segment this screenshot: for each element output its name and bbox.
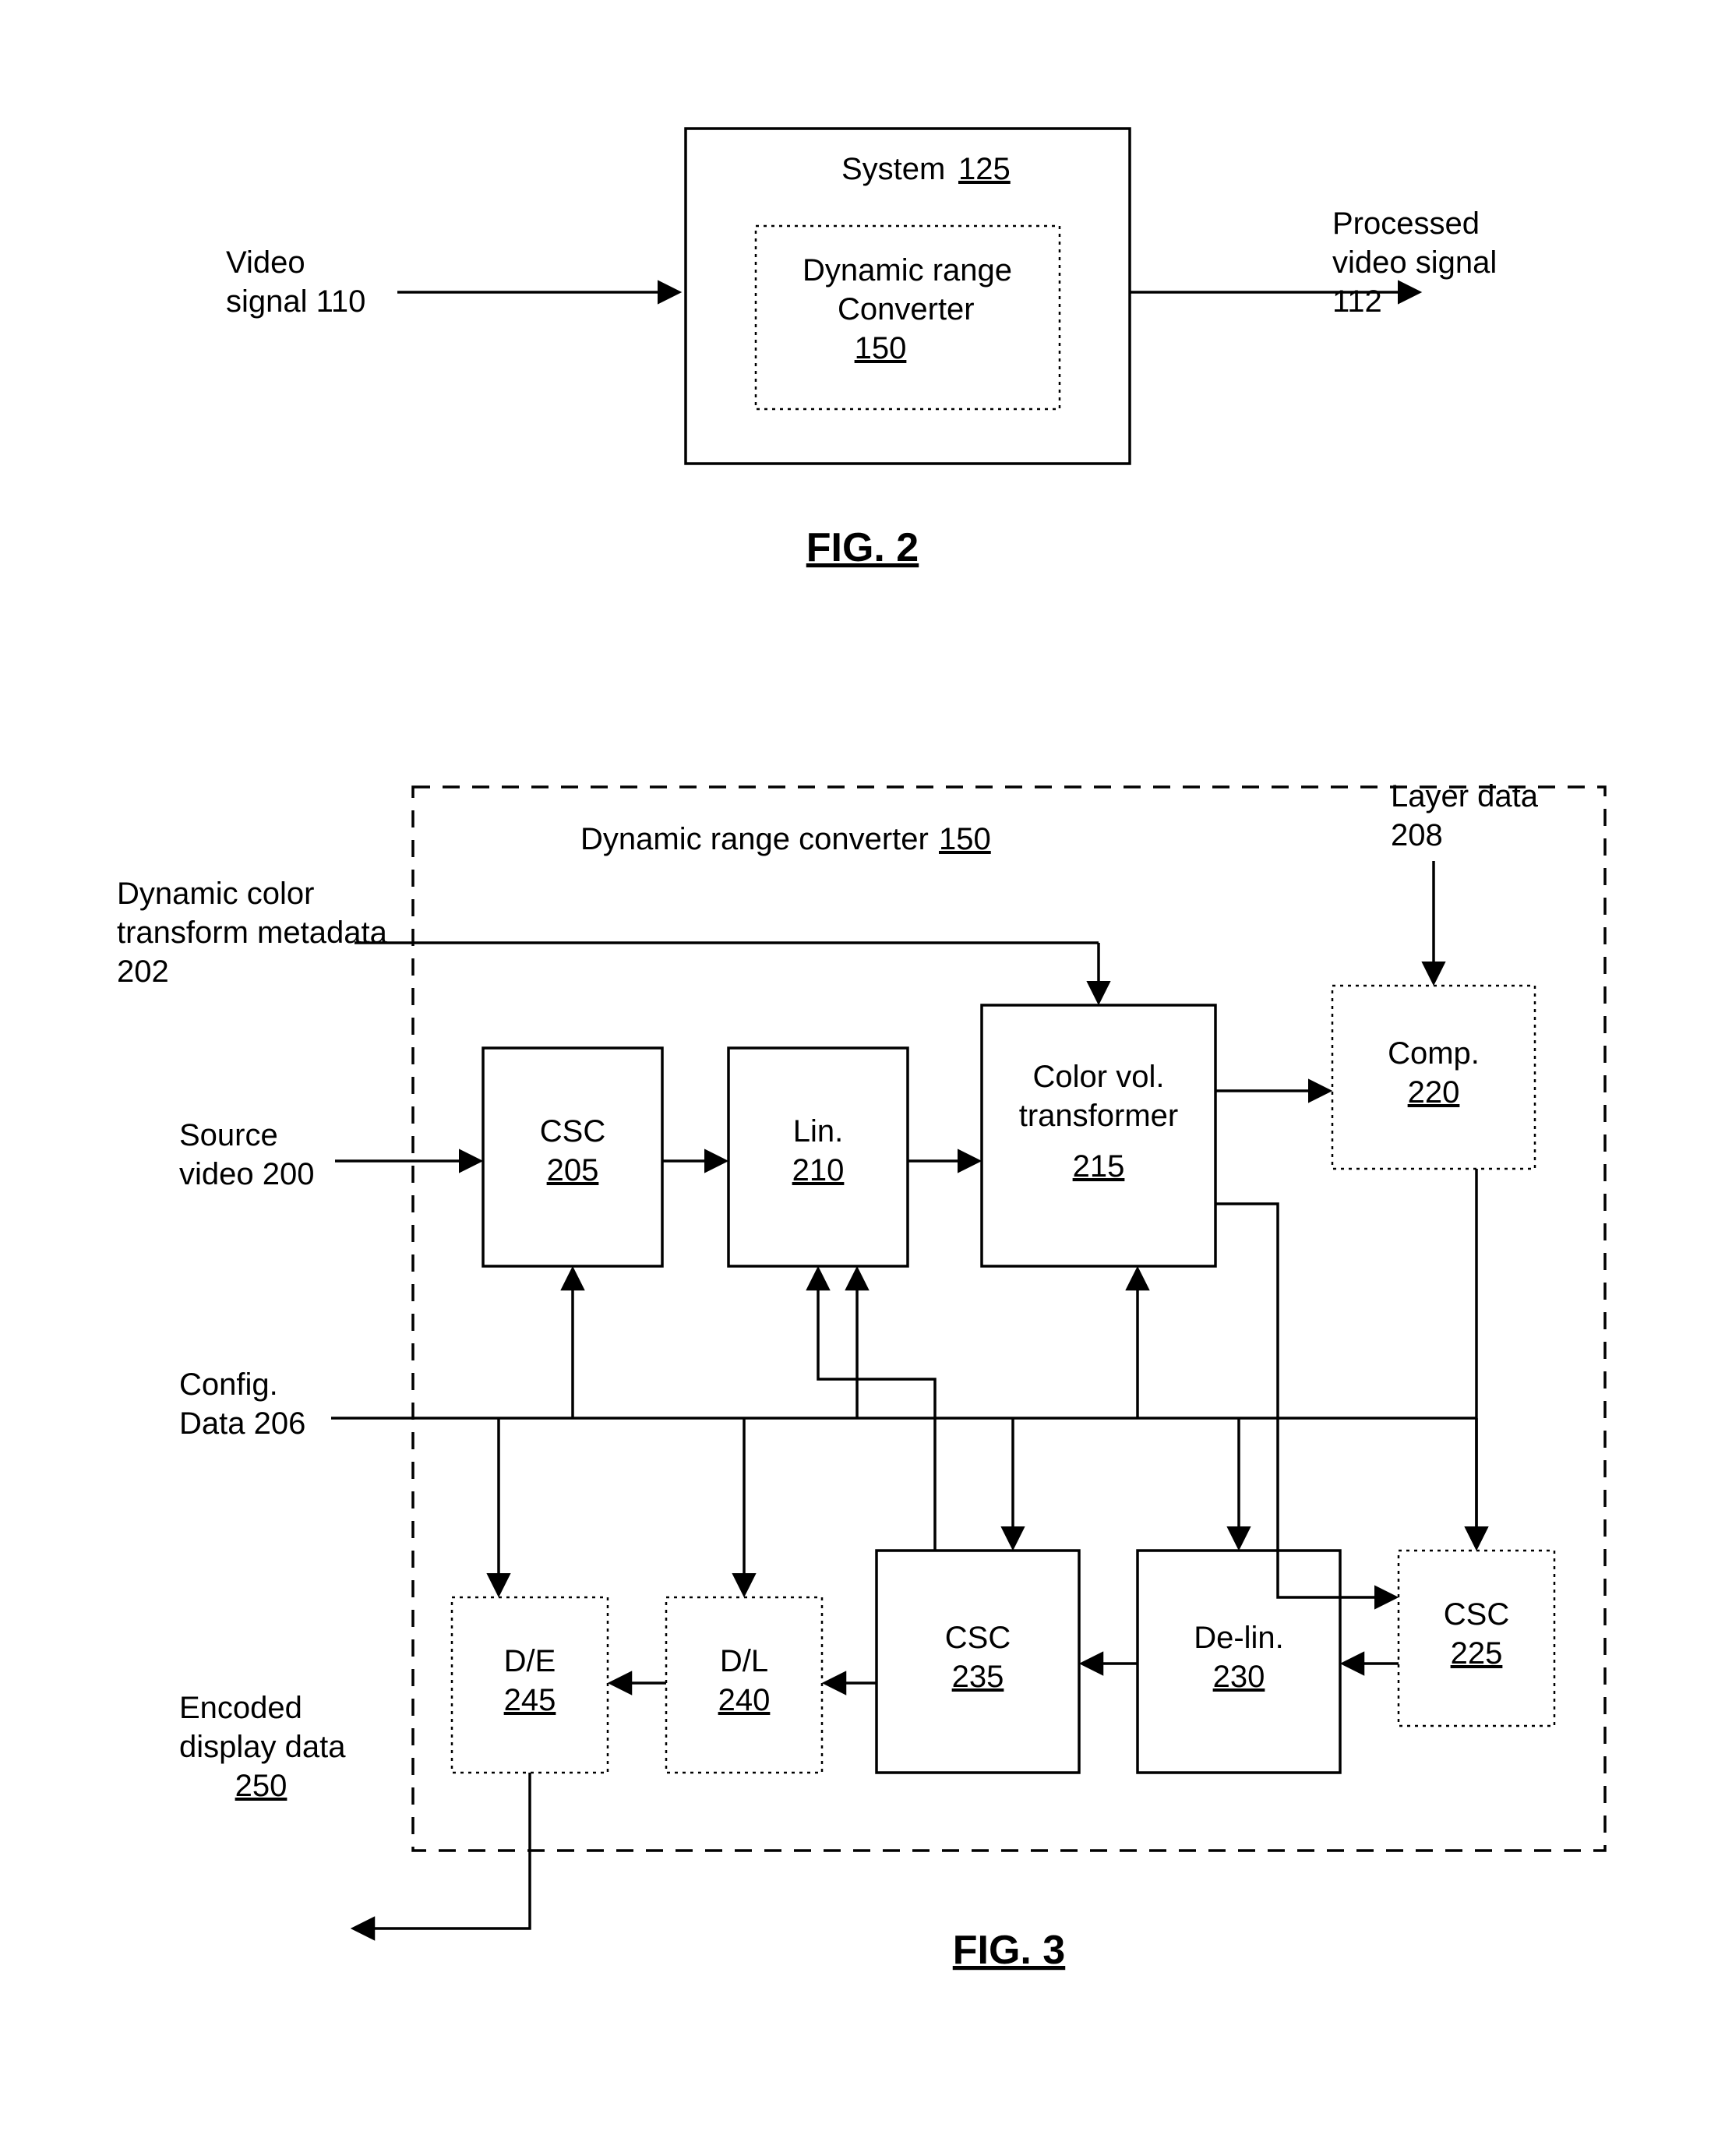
fig2-input-l1: Video [226, 245, 305, 280]
fig2-drc-l2: Converter [838, 292, 975, 326]
fig2-drc-num: 150 [855, 331, 907, 365]
cvt215-box [982, 1005, 1215, 1266]
fig3: Dynamic range converter 150 Dynamic colo… [117, 779, 1605, 1973]
source-l2: video 200 [179, 1157, 314, 1191]
config-l2: Data 206 [179, 1406, 305, 1441]
source-l1: Source [179, 1118, 278, 1152]
de245-num: 245 [504, 1683, 556, 1717]
cvt215-l1: Color vol. [1033, 1060, 1165, 1094]
de245-l1: D/E [504, 1644, 556, 1678]
delin230-l1: De-lin. [1194, 1621, 1284, 1655]
csc225-num: 225 [1451, 1636, 1503, 1671]
encoded-l1: Encoded [179, 1691, 302, 1725]
fig2-out-l2: video signal [1332, 245, 1497, 280]
fig3-title-num: 150 [939, 822, 991, 856]
fig2: Video signal 110 System 125 Dynamic rang… [226, 129, 1497, 570]
fig3-container [413, 787, 1605, 1851]
fig2-input-l2: signal 110 [226, 284, 365, 319]
csc235-num: 235 [952, 1660, 1004, 1694]
fig2-caption: FIG. 2 [806, 525, 919, 570]
csc205-num: 205 [547, 1153, 599, 1187]
dl240-num: 240 [718, 1683, 771, 1717]
fig3-caption: FIG. 3 [953, 1928, 1065, 1973]
dl240-l1: D/L [720, 1644, 768, 1678]
meta-l2: transform metadata [117, 916, 388, 950]
encoded-num: 250 [235, 1769, 288, 1803]
layer-l2: 208 [1391, 818, 1443, 852]
csc205-l1: CSC [540, 1114, 605, 1149]
fig3-title-l1: Dynamic range converter [580, 822, 929, 856]
lin210-l1: Lin. [793, 1114, 844, 1149]
fig2-drc-l1: Dynamic range [803, 253, 1012, 288]
delin230-num: 230 [1213, 1660, 1265, 1694]
cvt215-num: 215 [1073, 1149, 1125, 1184]
comp220-num: 220 [1408, 1075, 1460, 1110]
cvt215-l2: transformer [1019, 1099, 1179, 1133]
comp220-l1: Comp. [1388, 1036, 1480, 1071]
layer-l1: Layer data [1391, 779, 1539, 813]
fig2-system-l1: System [841, 152, 945, 186]
encoded-l2: display data [179, 1730, 346, 1764]
csc225-l1: CSC [1444, 1597, 1509, 1632]
fig2-out-l1: Processed [1332, 206, 1480, 241]
fig2-out-l3: 112 [1332, 284, 1382, 319]
csc235-l1: CSC [945, 1621, 1011, 1655]
meta-l3: 202 [117, 954, 169, 989]
lin210-num: 210 [792, 1153, 845, 1187]
fig2-system-num: 125 [958, 152, 1011, 186]
config-l1: Config. [179, 1367, 278, 1402]
meta-l1: Dynamic color [117, 877, 314, 911]
